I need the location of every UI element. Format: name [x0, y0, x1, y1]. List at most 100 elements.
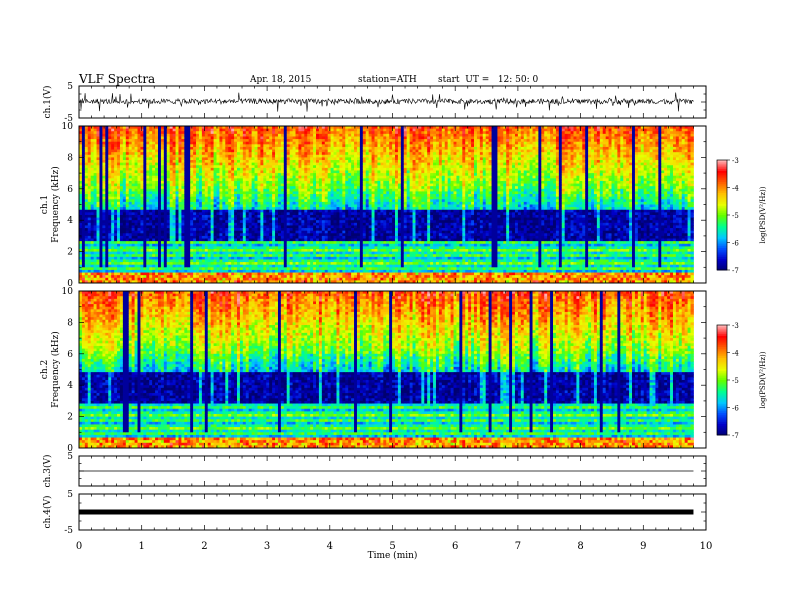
spectrogram-cell	[214, 131, 217, 134]
spectrogram-cell	[135, 139, 138, 142]
spectrogram-cell	[181, 239, 184, 242]
spectrogram-cell	[149, 155, 152, 158]
spectrogram-cell	[108, 202, 111, 205]
spectrogram-cell	[108, 181, 111, 184]
spectrogram-cell	[222, 220, 225, 223]
spectrogram-cell	[240, 173, 243, 176]
spectrogram-cell	[85, 142, 88, 145]
spectrogram-cell	[225, 142, 228, 145]
spectrogram-cell	[161, 254, 164, 257]
spectrogram-cell	[117, 155, 120, 158]
spectrogram-cell	[284, 212, 287, 215]
spectrogram-cell	[304, 275, 307, 278]
spectrogram-cell	[281, 170, 284, 173]
spectrogram-cell	[205, 278, 208, 281]
spectrogram-cell	[129, 189, 132, 192]
spectrogram-cell	[82, 144, 85, 147]
spectrogram-cell	[284, 241, 287, 244]
spectrogram-cell	[225, 170, 228, 173]
spectrogram-cell	[199, 160, 202, 163]
spectrogram-cell	[176, 165, 179, 168]
spectrogram-cell	[222, 259, 225, 262]
spectrogram-cell	[158, 155, 161, 158]
spectrogram-cell	[237, 273, 240, 276]
spectrogram-cell	[161, 267, 164, 270]
spectrogram-cell	[170, 155, 173, 158]
spectrogram-cell	[167, 165, 170, 168]
spectrogram-cell	[178, 252, 181, 255]
spectrogram-cell	[85, 210, 88, 213]
spectrogram-cell	[228, 215, 231, 218]
spectrogram-cell	[272, 231, 275, 234]
spectrogram-cell	[170, 189, 173, 192]
spectrogram-cell	[176, 134, 179, 137]
spectrogram-cell	[249, 202, 252, 205]
spectrogram-cell	[88, 197, 91, 200]
spectrogram-cell	[228, 207, 231, 210]
spectrogram-cell	[132, 131, 135, 134]
spectrogram-cell	[99, 150, 102, 153]
spectrogram-cell	[91, 147, 94, 150]
spectrogram-cell	[310, 136, 313, 139]
spectrogram-cell	[85, 259, 88, 262]
spectrogram-cell	[322, 144, 325, 147]
spectrogram-cell	[284, 184, 287, 187]
spectrogram-cell	[140, 184, 143, 187]
spectrogram-cell	[290, 239, 293, 242]
spectrogram-cell	[319, 273, 322, 276]
spectrogram-cell	[301, 215, 304, 218]
spectrogram-cell	[126, 139, 129, 142]
spectrogram-cell	[108, 241, 111, 244]
spectrogram-cell	[219, 225, 222, 228]
spectrogram-cell	[94, 236, 97, 239]
spectrogram-cell	[243, 199, 246, 202]
spectrogram-cell	[140, 152, 143, 155]
spectrogram-cell	[237, 178, 240, 181]
spectrogram-cell	[143, 265, 146, 268]
spectrogram-cell	[269, 152, 272, 155]
spectrogram-cell	[316, 239, 319, 242]
spectrogram-cell	[196, 220, 199, 223]
spectrogram-cell	[211, 191, 214, 194]
spectrogram-cell	[225, 181, 228, 184]
spectrogram-cell	[298, 215, 301, 218]
spectrogram-cell	[219, 142, 222, 145]
spectrogram-cell	[120, 139, 123, 142]
spectrogram-cell	[152, 244, 155, 247]
spectrogram-cell	[290, 257, 293, 260]
spectrogram-cell	[205, 252, 208, 255]
spectrogram-cell	[217, 197, 220, 200]
spectrogram-cell	[313, 168, 316, 171]
spectrogram-cell	[108, 205, 111, 208]
spectrogram-cell	[161, 142, 164, 145]
spectrogram-cell	[296, 257, 299, 260]
spectrogram-cell	[234, 262, 237, 265]
spectrogram-cell	[158, 205, 161, 208]
spectrogram-cell	[193, 241, 196, 244]
spectrogram-cell	[176, 218, 179, 221]
spectrogram-cell	[108, 170, 111, 173]
spectrogram-cell	[187, 257, 190, 260]
spectrogram-cell	[146, 165, 149, 168]
spectrogram-cell	[237, 173, 240, 176]
spectrogram-cell	[102, 270, 105, 273]
spectrogram-cell	[284, 270, 287, 273]
spectrogram-cell	[202, 191, 205, 194]
spectrogram-cell	[219, 218, 222, 221]
spectrogram-cell	[322, 139, 325, 142]
spectrogram-cell	[219, 212, 222, 215]
spectrogram-cell	[290, 142, 293, 145]
spectrogram-cell	[88, 134, 91, 137]
spectrogram-cell	[123, 178, 126, 181]
spectrogram-cell	[138, 265, 141, 268]
spectrogram-cell	[225, 131, 228, 134]
spectrogram-cell	[237, 202, 240, 205]
spectrogram-cell	[143, 157, 146, 160]
spectrogram-cell	[94, 202, 97, 205]
spectrogram-cell	[246, 252, 249, 255]
spectrogram-cell	[284, 165, 287, 168]
spectrogram-cell	[246, 265, 249, 268]
spectrogram-cell	[123, 176, 126, 179]
spectrogram-cell	[99, 139, 102, 142]
spectrogram-cell	[82, 181, 85, 184]
